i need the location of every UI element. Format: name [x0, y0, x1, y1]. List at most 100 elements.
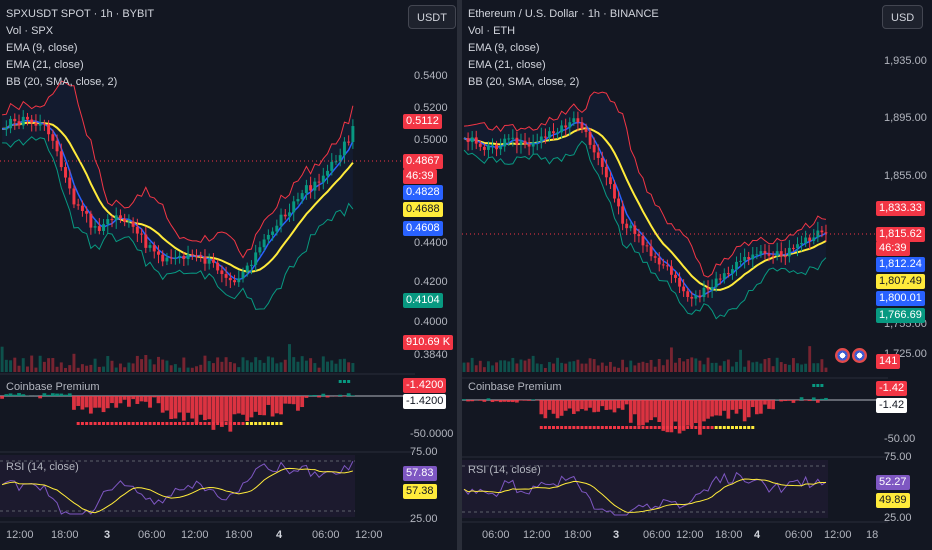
coinbase-premium-bar	[498, 400, 503, 403]
candle-body	[80, 205, 84, 212]
volume-bar	[515, 363, 519, 372]
ema21-line	[2, 121, 354, 273]
coinbase-premium-bar	[63, 394, 68, 396]
coinbase-signal-dot	[85, 422, 89, 425]
left-symbol-title[interactable]: SPXUSDT SPOT · 1h · BYBIT	[6, 8, 155, 20]
left-legend-vol[interactable]: Vol · SPX	[6, 25, 54, 37]
volume-bar	[25, 366, 29, 372]
coinbase-signal-dot	[237, 422, 241, 425]
coinbase-signal-dot	[173, 422, 177, 425]
volume-bar	[820, 359, 824, 372]
volume-bar	[796, 363, 799, 372]
coinbase-premium-bar	[726, 400, 731, 419]
volume-bar	[334, 363, 338, 372]
coinbase-premium-bar	[515, 400, 519, 403]
coinbase-signal-dot	[592, 426, 596, 429]
coinbase-signal-dot	[820, 384, 824, 387]
volume-bar	[271, 357, 275, 372]
left-rsi-label[interactable]: RSI (14, close)	[6, 461, 79, 473]
coinbase-premium-bar	[551, 400, 556, 414]
candle-body	[21, 116, 25, 126]
left-chart-panel[interactable]: SPXUSDT SPOT · 1h · BYBIT Vol · SPX EMA …	[0, 0, 457, 550]
volume-bar	[304, 360, 308, 372]
volume-bar	[682, 361, 686, 372]
volume-bar	[292, 357, 296, 372]
candle-body	[211, 259, 215, 263]
volume-bar	[296, 361, 300, 372]
candle-body	[604, 166, 608, 178]
coinbase-signal-dot	[633, 426, 637, 429]
candle-body	[543, 136, 547, 138]
left-legend-ema21[interactable]: EMA (21, close)	[6, 59, 84, 71]
left-price-axis-label: 0.5000	[414, 134, 448, 146]
coinbase-signal-dot	[224, 422, 228, 425]
candle-body	[694, 295, 698, 299]
candle-body	[665, 265, 669, 267]
candle-body	[564, 125, 568, 128]
right-time-label: 06:00	[643, 529, 671, 541]
right-legend-vol[interactable]: Vol · ETH	[468, 25, 516, 37]
right-coinbase-axis-label: -50.00	[884, 433, 916, 445]
right-rsi-ma-tag: 49.89	[876, 493, 910, 508]
candle-body	[560, 125, 564, 133]
coinbase-premium-bar	[681, 400, 686, 431]
candle-body	[140, 233, 144, 235]
coinbase-premium-bar	[734, 400, 739, 414]
us-flag-event-icon[interactable]	[835, 348, 850, 363]
coinbase-premium-bar	[665, 400, 670, 433]
volume-bar	[698, 360, 702, 372]
right-legend-ema21[interactable]: EMA (21, close)	[468, 59, 546, 71]
bollinger-lower-line	[2, 136, 354, 310]
volume-bar	[487, 361, 490, 372]
candle-body	[702, 287, 706, 298]
right-currency-button[interactable]: USD	[882, 5, 924, 29]
coinbase-premium-bar	[258, 396, 262, 416]
left-time-label: 06:00	[312, 529, 340, 541]
volume-bar	[313, 363, 317, 372]
left-rsi-axis-label: 75.00	[410, 446, 438, 458]
coinbase-premium-bar	[759, 400, 763, 414]
coinbase-premium-bar	[612, 400, 617, 413]
candle-body	[556, 132, 559, 134]
coinbase-signal-dot	[690, 426, 694, 429]
volume-bar	[55, 366, 59, 372]
volume-bar	[233, 363, 237, 372]
volume-bar	[771, 366, 775, 372]
coinbase-premium-bar	[620, 400, 625, 410]
coinbase-signal-dot	[751, 426, 755, 429]
right-legend-bb[interactable]: BB (20, SMA, close, 2)	[468, 76, 580, 88]
left-currency-button[interactable]: USDT	[408, 5, 456, 29]
volume-bar	[466, 362, 470, 372]
us-flag-event-icon[interactable]	[852, 348, 867, 363]
right-coinbase-premium-label[interactable]: Coinbase Premium	[468, 381, 562, 393]
volume-bar	[511, 357, 515, 372]
right-legend: Ethereum / U.S. Dollar · 1h · BINANCE Vo…	[468, 6, 659, 91]
candle-body	[470, 137, 474, 143]
right-chart-panel[interactable]: Ethereum / U.S. Dollar · 1h · BINANCE Vo…	[462, 0, 932, 550]
volume-bar	[68, 365, 72, 372]
rsi-ma-line	[1, 467, 354, 514]
volume-bar	[645, 362, 649, 372]
coinbase-premium-bar	[177, 396, 182, 413]
panel-splitter[interactable]	[457, 0, 462, 550]
volume-bar	[600, 362, 604, 372]
coinbase-premium-bar	[114, 396, 119, 408]
volume-bar	[726, 359, 730, 372]
right-chart-canvas[interactable]	[462, 0, 932, 550]
right-symbol-title[interactable]: Ethereum / U.S. Dollar · 1h · BINANCE	[468, 8, 659, 20]
coinbase-signal-dot	[572, 426, 576, 429]
left-chart-canvas[interactable]	[0, 0, 457, 550]
right-legend-ema9[interactable]: EMA (9, close)	[468, 42, 540, 54]
volume-bar	[804, 363, 808, 372]
candle-body	[169, 257, 173, 259]
left-coinbase-premium-label[interactable]: Coinbase Premium	[6, 381, 100, 393]
coinbase-premium-bar	[76, 396, 81, 406]
coinbase-signal-dot	[89, 422, 93, 425]
left-legend-ema9[interactable]: EMA (9, close)	[6, 42, 78, 54]
coinbase-premium-bar	[673, 400, 678, 422]
coinbase-premium-bar	[152, 396, 157, 398]
left-legend-bb[interactable]: BB (20, SMA, close, 2)	[6, 76, 118, 88]
right-rsi-label[interactable]: RSI (14, close)	[468, 464, 541, 476]
candle-body	[144, 234, 148, 248]
coinbase-premium-bar	[482, 400, 487, 402]
